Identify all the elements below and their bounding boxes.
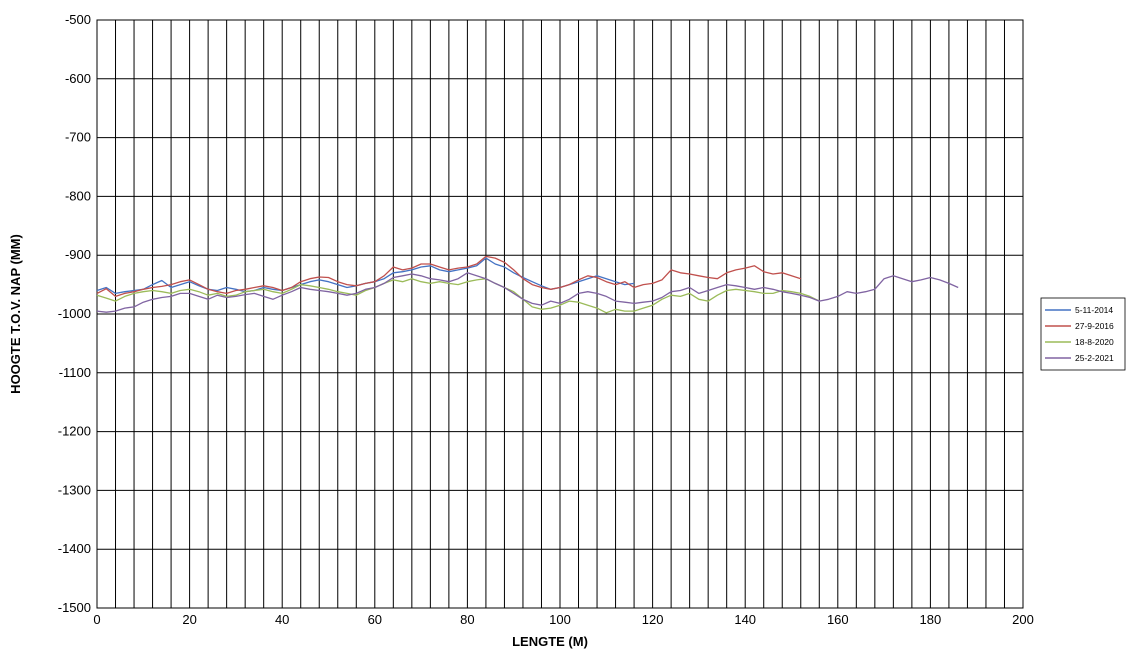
legend-label: 25-2-2021 — [1075, 353, 1114, 363]
x-tick-label: 180 — [920, 612, 942, 627]
y-tick-label: -1000 — [58, 306, 91, 321]
legend-label: 18-8-2020 — [1075, 337, 1114, 347]
y-tick-label: -600 — [65, 71, 91, 86]
plot-area-frame — [96, 19, 1024, 609]
y-tick-label: -700 — [65, 130, 91, 145]
x-tick-label: 40 — [275, 612, 289, 627]
series-line-18-8-2020 — [96, 278, 820, 314]
y-tick-label: -1500 — [58, 600, 91, 615]
legend-label: 27-9-2016 — [1075, 321, 1114, 331]
series-line-25-2-2021 — [96, 272, 959, 313]
y-axis-tick-labels: -500 -600 -700 -800 -900 -1000 -1100 -1200 -1300… — [58, 12, 91, 615]
x-tick-label: 80 — [460, 612, 474, 627]
series-line-27-9-2016 — [96, 255, 801, 298]
x-axis-title: LENGTE (M) — [512, 634, 588, 649]
x-tick-label: 100 — [549, 612, 571, 627]
y-tick-label: -1400 — [58, 541, 91, 556]
y-tick-label: -800 — [65, 188, 91, 203]
y-tick-label: -1300 — [58, 482, 91, 497]
x-axis-tick-labels: 0 20 40 60 80 100 120 140 160 180 200 — [93, 612, 1033, 627]
x-tick-label: 140 — [734, 612, 756, 627]
y-axis-title: HOOGTE T.O.V. NAP (MM) — [8, 234, 23, 394]
y-tick-label: -1100 — [59, 365, 91, 380]
y-tick-label: -500 — [65, 12, 91, 27]
x-tick-label: 60 — [368, 612, 382, 627]
legend-label: 5-11-2014 — [1075, 305, 1113, 315]
x-tick-label: 20 — [182, 612, 196, 627]
legend: 5-11-2014 27-9-2016 18-8-2020 25-2-2021 — [1040, 297, 1126, 371]
x-tick-label: 120 — [642, 612, 664, 627]
x-tick-label: 0 — [93, 612, 100, 627]
x-tick-label: 200 — [1012, 612, 1034, 627]
series-lines — [96, 255, 959, 314]
y-tick-label: -1200 — [58, 424, 91, 439]
y-tick-label: -900 — [65, 247, 91, 262]
x-tick-label: 160 — [827, 612, 849, 627]
